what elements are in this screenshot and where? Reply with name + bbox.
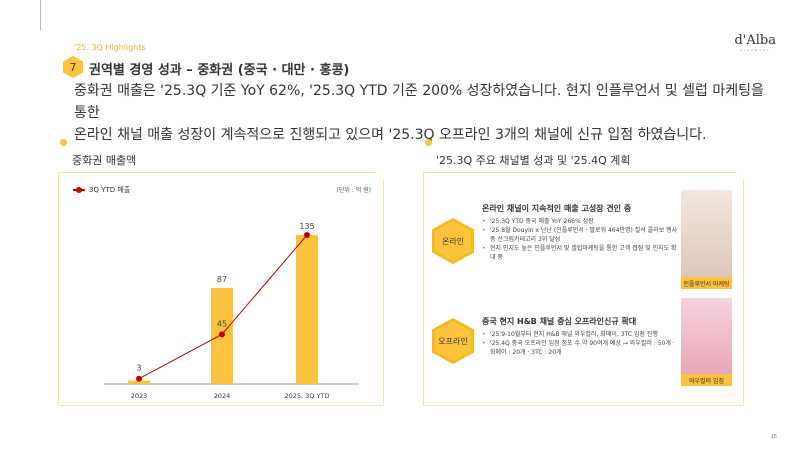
bullet-item: '25.4Q 중국 오프라인 입점 점포 수 약 90여개 예상 → 와우컬러 …	[482, 339, 682, 357]
online-heading: 온라인 채널이 지속적인 매출 고성장 견인 중	[482, 204, 632, 213]
bullet-item: '25.8월 Douyin x 난난 (인플루언서 · 팔로워 464만명) 칠…	[482, 226, 682, 244]
sales-chart: 2023 87 2024 135 2025. 3Q YTD 3 45	[59, 173, 385, 407]
bullet-item: '25.3Q YTD 중국 매출 YoY 266% 성장	[482, 217, 682, 226]
chart-section-title: 중화권 매출액	[72, 154, 137, 167]
divider	[40, 0, 41, 30]
x-tick-label: 2025. 3Q YTD	[285, 392, 330, 400]
chart-panel: 3Q YTD 매출 (단위 : 억 원) 2023 87 2024 135 2025. …	[58, 172, 384, 406]
offline-heading: 중국 현지 H&B 채널 중심 오프라인신규 확대	[482, 317, 637, 326]
online-block: 온라인 채널이 지속적인 매출 고성장 견인 중 '25.3Q YTD 중국 매…	[482, 203, 682, 262]
legend-line-marker	[73, 189, 85, 191]
line-point	[304, 232, 310, 238]
page-title: 권역별 경영 성과 – 중화권 (중국 · 대만 · 홍콩)	[89, 63, 350, 78]
store-image: 와우컬러 입점	[681, 298, 732, 386]
line-point	[136, 376, 142, 382]
channel-panel: 온라인 온라인 채널이 지속적인 매출 고성장 견인 중 '25.3Q YTD …	[423, 172, 744, 406]
bullet-item: 현지 인지도 높은 인플루언서 및 셀럽마케팅을 통한 고객 접점 및 인지도 …	[482, 244, 682, 262]
brand-logo: d'Alba piedmont	[734, 33, 776, 52]
x-tick-label: 2024	[214, 392, 231, 400]
section-number-badge: 7	[63, 56, 83, 78]
bar	[296, 235, 318, 384]
image-caption: 와우컬러 입점	[681, 374, 732, 386]
bar-value-label: 87	[217, 275, 227, 284]
image-caption: 인플루언서 마케팅	[681, 277, 732, 289]
line-point	[219, 331, 225, 337]
bar	[128, 381, 150, 384]
x-tick-label: 2023	[131, 392, 148, 400]
highlights-label: '25. 3Q Highlights	[74, 43, 146, 52]
influencer-image: 인플루언서 마케팅	[681, 190, 732, 289]
line-value-label: 3	[136, 364, 141, 373]
channel-section-title: '25.3Q 주요 채널별 성과 및 '25.4Q 계획	[436, 154, 631, 167]
description: 중화권 매출은 '25.3Q 기준 YoY 62%, '25.3Q YTD 기준…	[74, 83, 764, 143]
bullet-dot	[60, 139, 67, 146]
line-value-label: 45	[217, 319, 227, 328]
bar-value-label: 135	[299, 222, 314, 231]
bullet-dot	[425, 139, 432, 146]
chart-legend: 3Q YTD 매출	[73, 185, 130, 195]
offline-tag: 오프라인	[432, 318, 474, 364]
bullet-item: '25.9-10월부터 현지 H&B 채널 와우컬러, 화메이, 3TC 입점 …	[482, 330, 682, 339]
unit-label: (단위 : 억 원)	[336, 187, 371, 194]
offline-block: 중국 현지 H&B 채널 중심 오프라인신규 확대 '25.9-10월부터 현지…	[482, 316, 682, 357]
page-number: 15	[770, 434, 777, 440]
online-tag: 온라인	[432, 218, 474, 264]
